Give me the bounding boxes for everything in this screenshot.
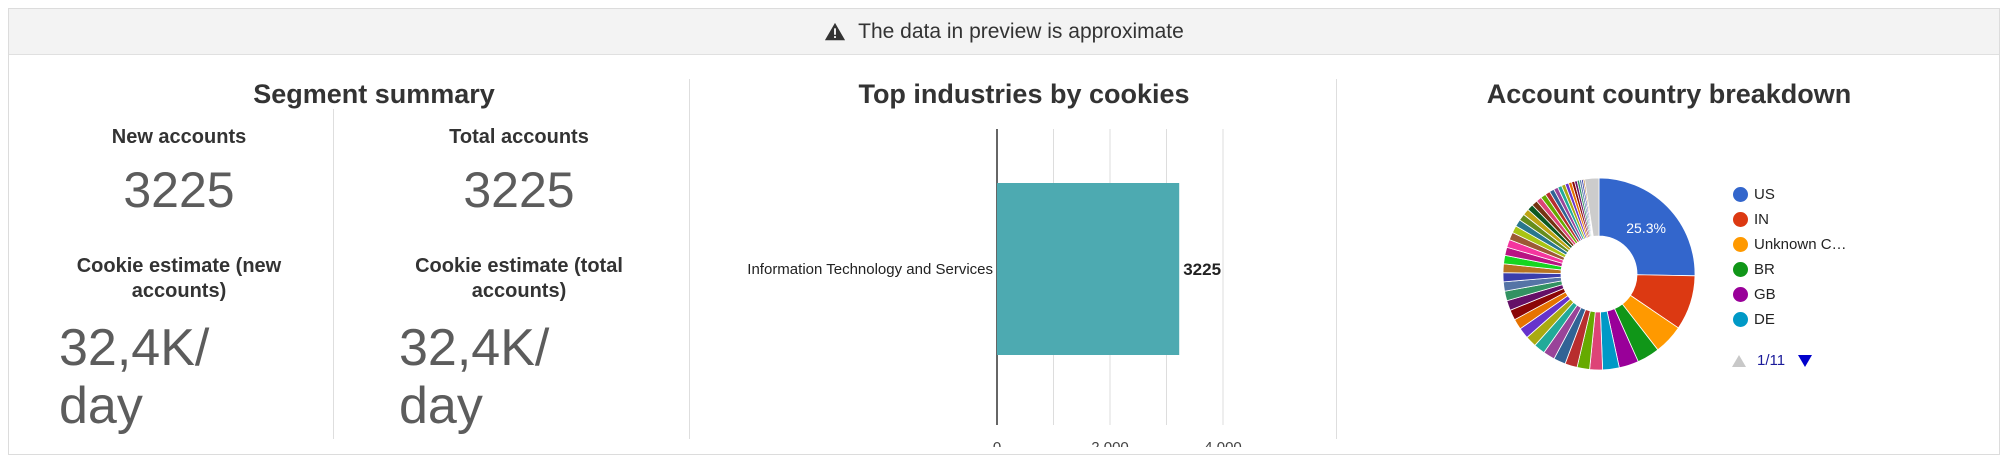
legend-dot-icon [1733, 212, 1748, 227]
legend-item[interactable]: IN [1733, 211, 1769, 228]
cookie-estimate-total-label: Cookie estimate (total accounts) [379, 254, 659, 304]
warning-icon [825, 22, 846, 40]
slice-us [1598, 177, 1696, 277]
panel-divider-2 [1336, 79, 1337, 439]
legend-item[interactable]: US [1733, 186, 1775, 203]
legend-dot-icon [1733, 287, 1748, 302]
pager-text: 1/11 [1757, 352, 1786, 369]
slice-other [1584, 177, 1600, 237]
category-label: Information Technology and Services [747, 261, 993, 278]
cookie-estimate-new-value: 32,4K/ day [59, 319, 209, 435]
cookie-new-value-line1: 32,4K/ [59, 319, 210, 377]
legend-pager: 1/11 [1731, 352, 1813, 369]
legend-dot-icon [1733, 312, 1748, 327]
total-accounts-value: 3225 [463, 162, 575, 218]
legend-item[interactable]: Unknown C… [1733, 236, 1847, 253]
pager-up-icon[interactable] [1731, 354, 1747, 368]
legend-label: DE [1754, 311, 1775, 328]
cookie-total-label-line1: Cookie estimate (total [415, 255, 623, 277]
legend-item[interactable]: GB [1733, 286, 1776, 303]
bar-data-label: 3225 [1183, 260, 1221, 279]
segment-inner-divider [333, 109, 334, 439]
segment-summary-title: Segment summary [253, 79, 495, 109]
legend-dot-icon [1733, 237, 1748, 252]
x-tick-label: 2,000 [1091, 439, 1129, 447]
legend-item[interactable]: BR [1733, 261, 1775, 278]
cookie-estimate-new-label: Cookie estimate (new accounts) [39, 254, 319, 304]
cookie-total-value-line1: 32,4K/ [399, 319, 550, 377]
new-accounts-label: New accounts [111, 126, 247, 148]
legend-label: IN [1754, 211, 1769, 228]
legend-label: US [1754, 186, 1775, 203]
pager-down-icon[interactable] [1797, 354, 1813, 368]
country-donut-chart[interactable]: 25.3% [1499, 174, 1699, 374]
cookie-estimate-total-value: 32,4K/ day [399, 319, 549, 435]
industries-title: Top industries by cookies [858, 79, 1190, 109]
cookie-new-label-line1: Cookie estimate (new [76, 255, 282, 277]
x-tick-label: 0 [993, 439, 1001, 447]
x-tick-label: 4,000 [1204, 439, 1242, 447]
preview-banner: The data in preview is approximate [9, 9, 1999, 55]
dashboard-card: The data in preview is approximate Segme… [8, 8, 2000, 455]
industries-bar-chart: 0 2,000 4,000 Information Technology and Se… [747, 129, 1242, 447]
legend-label: Unknown C… [1754, 236, 1847, 253]
new-accounts-value: 3225 [123, 162, 235, 218]
cookie-total-value-line2: day [399, 377, 483, 435]
cookie-new-label-line2: accounts) [131, 280, 227, 302]
legend-label: BR [1754, 261, 1775, 278]
legend-dot-icon [1733, 187, 1748, 202]
bar-0 [997, 183, 1180, 355]
panel-divider-1 [689, 79, 690, 439]
banner-text: The data in preview is approximate [858, 19, 1184, 43]
legend-label: GB [1754, 286, 1776, 303]
cookie-new-value-line2: day [59, 377, 143, 435]
country-breakdown-title: Account country breakdown [1486, 79, 1852, 109]
legend-item[interactable]: DE [1733, 311, 1775, 328]
cookie-total-label-line2: accounts) [471, 280, 567, 302]
legend-dot-icon [1733, 262, 1748, 277]
total-accounts-label: Total accounts [449, 126, 589, 148]
slice-percent-label: 25.3% [1626, 220, 1666, 236]
